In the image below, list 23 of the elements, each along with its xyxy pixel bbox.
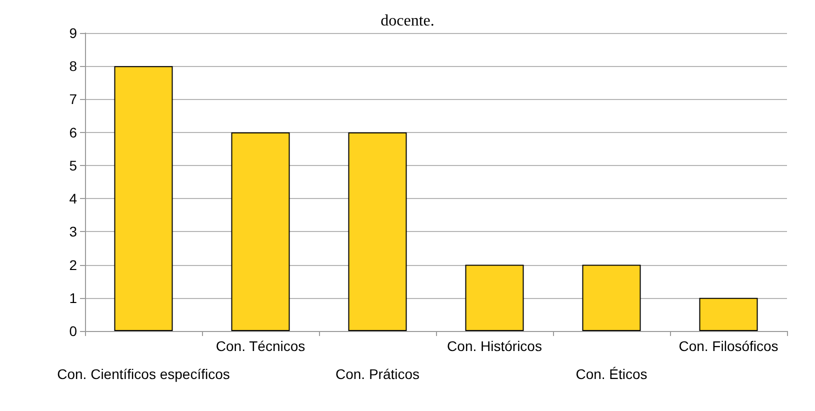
bar — [699, 298, 758, 331]
x-tick-label: Con. Éticos — [576, 366, 648, 382]
y-tick-label: 6 — [69, 124, 78, 140]
bar — [231, 132, 290, 331]
y-tick-label: 4 — [69, 190, 78, 207]
y-tick-label: 1 — [69, 290, 78, 306]
y-tick-label: 2 — [69, 256, 78, 273]
y-tick-label: 0 — [69, 323, 78, 339]
y-tick-label: 5 — [69, 157, 78, 174]
y-tick-label: 8 — [69, 58, 78, 74]
chart-title: docente. — [380, 12, 434, 30]
x-tick-label: Con. Técnicos — [216, 338, 306, 354]
x-tick-label: Con. Científicos específicos — [57, 366, 230, 382]
x-tick-label: Con. Históricos — [447, 338, 542, 354]
y-tick-label: 3 — [69, 224, 78, 240]
bar — [348, 132, 407, 331]
bar — [465, 264, 524, 331]
x-tick-label: Con. Práticos — [335, 366, 420, 382]
bar — [114, 66, 173, 331]
x-tick-label: Con. Filosóficos — [678, 338, 778, 354]
y-tick-label: 9 — [69, 25, 78, 41]
y-tick-label: 7 — [69, 91, 78, 108]
bar — [582, 264, 641, 331]
